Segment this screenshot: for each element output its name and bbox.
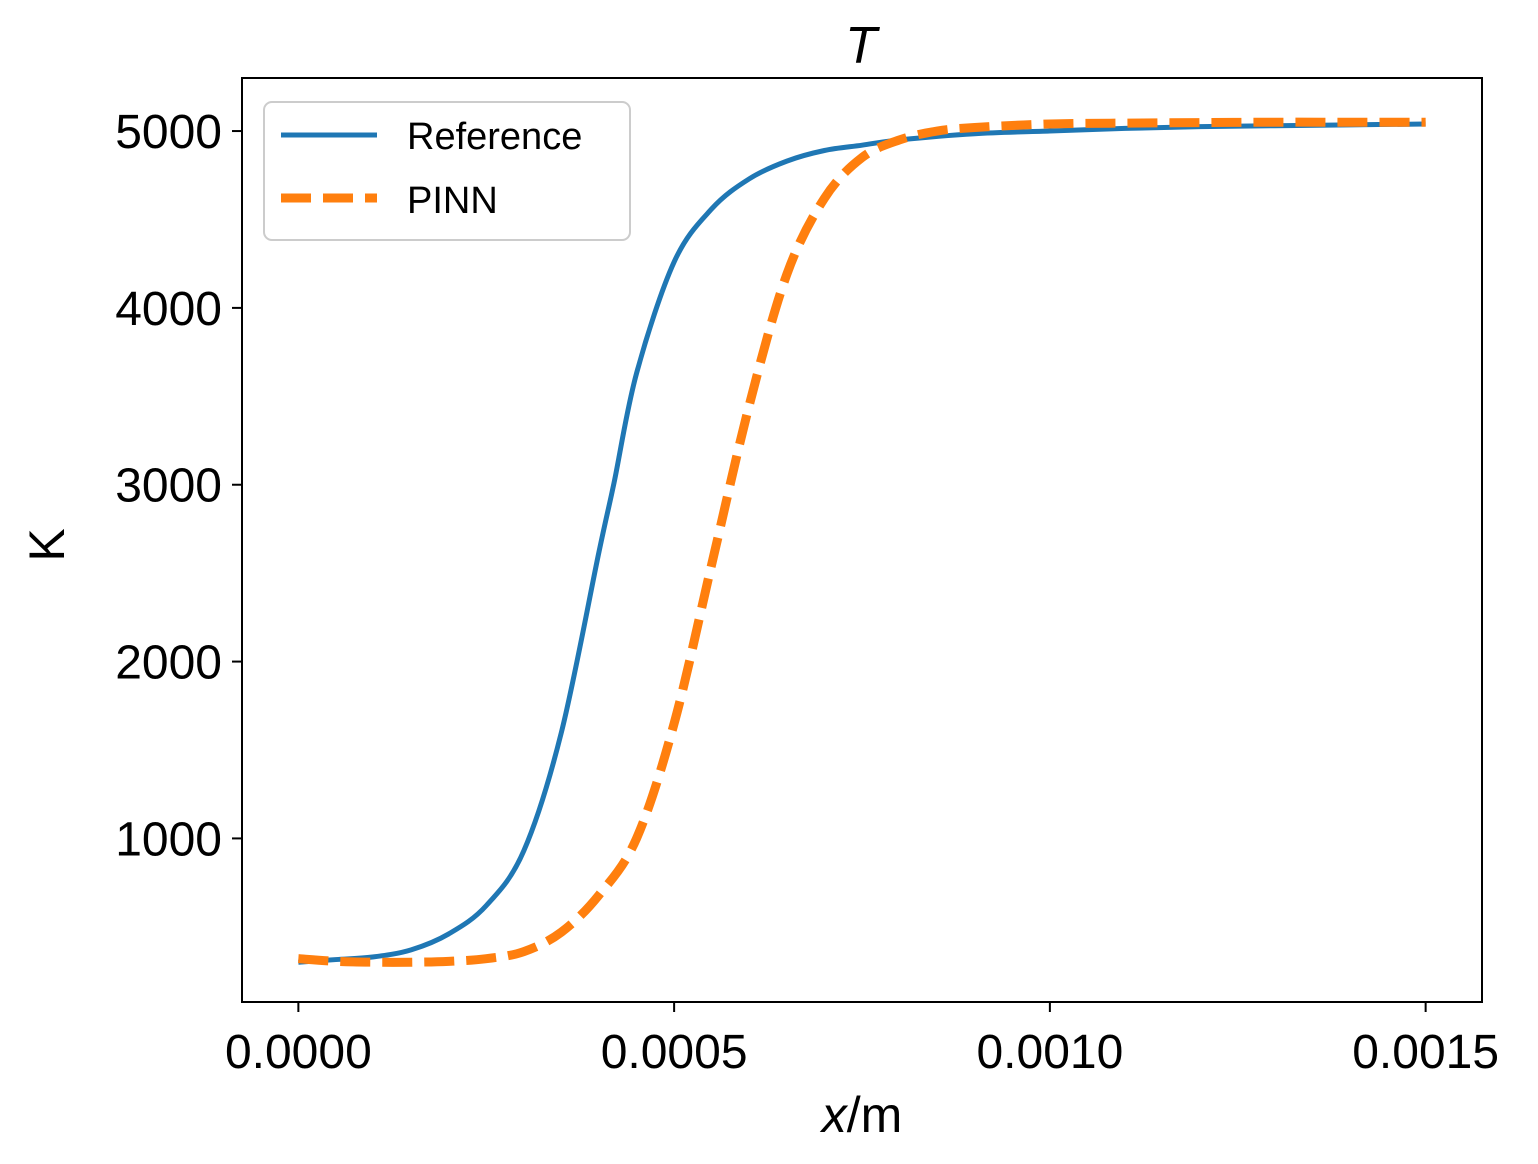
x-axis-label-variable: x — [820, 1087, 849, 1143]
y-tick-label: 3000 — [115, 460, 222, 513]
series-lines — [298, 117, 1426, 967]
y-tick-label: 5000 — [115, 106, 222, 159]
y-tick-label: 1000 — [115, 813, 222, 866]
chart-title: T — [845, 17, 880, 75]
x-tick-label: 0.0000 — [225, 1026, 372, 1079]
plot-area-frame — [241, 77, 1483, 1003]
y-tick-label: 2000 — [115, 637, 222, 690]
y-axis-label: K — [19, 528, 75, 561]
x-axis-label-unit: /m — [847, 1087, 903, 1143]
legend: Reference PINN — [263, 101, 631, 241]
x-axis-ticks: 0.0000 0.0005 0.0010 0.0015 — [225, 1002, 1499, 1079]
x-axis-label: x/m — [820, 1087, 903, 1143]
legend-label-reference: Reference — [407, 116, 582, 158]
y-tick-label: 4000 — [115, 283, 222, 336]
x-tick-label: 0.0015 — [1352, 1026, 1499, 1079]
x-tick-label: 0.0005 — [601, 1026, 748, 1079]
legend-label-pinn: PINN — [407, 180, 498, 222]
series-line-reference — [298, 121, 1426, 965]
y-axis-ticks: 1000 2000 3000 4000 5000 — [115, 106, 242, 866]
x-tick-label: 0.0010 — [976, 1026, 1123, 1079]
